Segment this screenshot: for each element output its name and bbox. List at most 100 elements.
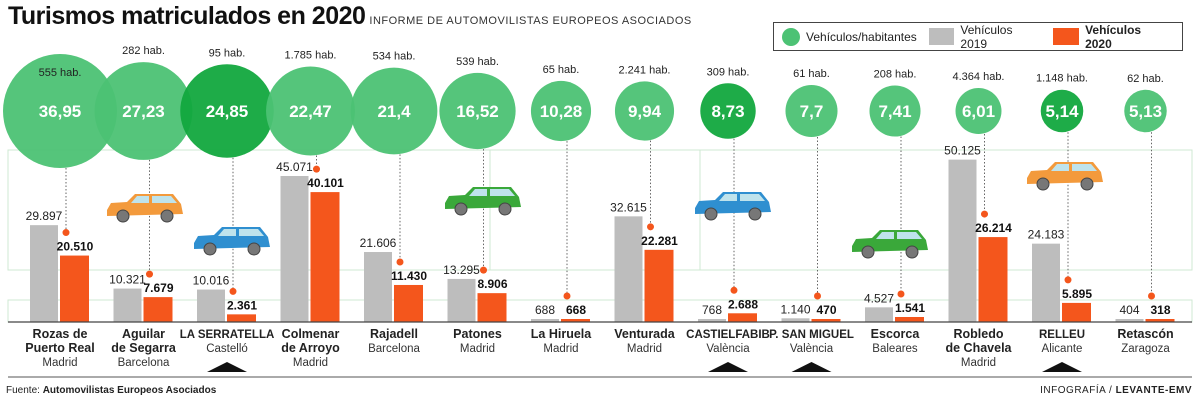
bar-2020 [310, 192, 340, 322]
bubble-value: 21,4 [377, 102, 411, 121]
municipality-name: Patones [453, 327, 502, 341]
municipality-name: Rajadell [370, 327, 418, 341]
population-label: 65 hab. [543, 64, 580, 76]
population-label: 1.148 hab. [1036, 73, 1088, 85]
bar-label-2019: 768 [702, 303, 722, 317]
population-label: 534 hab. [373, 51, 416, 63]
bar-2019 [113, 288, 142, 322]
guide-box [7, 299, 1193, 323]
bar-2019 [280, 176, 309, 322]
bar-2019 [948, 159, 977, 322]
bar-label-2019: 29.897 [26, 209, 63, 223]
hatchback-icon [445, 187, 521, 216]
bar-label-2019: 32.615 [610, 200, 647, 214]
leader-dot [981, 210, 988, 218]
source-text: Automovilistas Europeos Asociados [42, 385, 217, 396]
municipality-name: LA SERRATELLA [180, 329, 275, 341]
leader-dot [229, 287, 237, 295]
source-note: Fuente: Automovilistas Europeos Asociado… [6, 385, 216, 396]
municipality-name: de Chavela [945, 341, 1012, 355]
municipality-name: RELLEU [1039, 329, 1085, 341]
municipality-name: Rozas de [33, 327, 88, 341]
highlight-triangle-icon [708, 362, 748, 372]
bar-label-2020: 2.688 [728, 297, 758, 311]
bar-2019 [30, 225, 58, 322]
car-wheel [116, 209, 130, 223]
bubble-value: 27,23 [122, 102, 165, 121]
bubble [1124, 89, 1167, 133]
bar-label-2020: 20.510 [57, 240, 94, 254]
bar-label-2019: 10.016 [193, 274, 230, 288]
hatchback-icon [852, 230, 928, 259]
bubble [530, 80, 592, 142]
bubble-value: 8,73 [711, 102, 744, 121]
bar-2020 [227, 314, 256, 322]
bar-2020 [811, 319, 841, 322]
bar-2020 [143, 297, 173, 322]
chart-subtitle: INFORME DE AUTOMOVILISTAS EUROPEOS ASOCI… [369, 15, 692, 27]
bubble [614, 81, 675, 141]
leader-dot [563, 292, 571, 300]
bubble-value: 36,95 [39, 102, 82, 121]
bar-label-2019: 24.183 [1028, 228, 1065, 242]
bar-label-2019: 50.125 [944, 144, 981, 158]
bar-label-2019: 45.071 [276, 160, 313, 174]
legend-swatch-bubble [782, 27, 800, 46]
car-window [1051, 164, 1097, 171]
leader-dot [480, 266, 487, 274]
leader-dot [1064, 276, 1072, 284]
source-label: Fuente: [6, 385, 40, 396]
sedan-icon [194, 227, 270, 256]
car-wheel [748, 207, 762, 221]
bar-2020 [1145, 319, 1175, 322]
legend-item-2020: Vehículos 2020 [1053, 23, 1170, 51]
region-name: Madrid [42, 357, 77, 369]
bar-2020 [978, 237, 1008, 322]
bubble-value: 7,7 [800, 102, 824, 121]
population-label: 539 hab. [456, 56, 499, 68]
car-wheel [704, 207, 718, 221]
bar-2019 [197, 289, 225, 322]
leader-dot [814, 292, 821, 300]
bubble-value: 5,14 [1045, 102, 1079, 121]
bubble [1040, 89, 1084, 133]
credit-prefix: INFOGRAFÍA / [1040, 385, 1113, 396]
bubble-value: 9,94 [628, 102, 662, 121]
bar-label-2020: 11.430 [391, 269, 427, 283]
bar-2019 [531, 319, 559, 322]
municipality-name: Puerto Real [25, 341, 94, 355]
leader-dot [146, 270, 153, 278]
bar-label-2019: 404 [1119, 303, 1139, 317]
bubble [266, 66, 355, 156]
bar-2019 [614, 216, 643, 322]
bar-label-2020: 318 [1150, 303, 1170, 317]
bubble [869, 85, 921, 137]
region-name: Castelló [206, 343, 248, 355]
highlight-triangle-icon [791, 362, 832, 372]
bubble-value: 22,47 [289, 102, 332, 121]
legend-item-2019: Vehículos 2019 [928, 22, 1042, 51]
municipality-name: de Arroyo [281, 341, 340, 355]
bubble [955, 88, 1002, 134]
bar-2020 [1062, 302, 1091, 322]
car-wheel [203, 242, 217, 256]
legend-label: Vehículos 2019 [960, 22, 1013, 51]
title-text: Turismos matriculados en 2020 [8, 2, 366, 30]
bubble-value: 6,01 [962, 102, 995, 121]
minivan-icon [1027, 162, 1103, 191]
bar-label-2020: 5.895 [1062, 287, 1092, 301]
bar-label-2020: 7.679 [143, 281, 173, 295]
region-name: Madrid [543, 343, 578, 355]
leader-dot [396, 258, 404, 266]
bar-label-2020: 8.906 [477, 277, 507, 291]
population-label: 1.785 hab. [285, 50, 337, 62]
leader-dot [897, 290, 905, 298]
car-window [719, 194, 765, 201]
sedan-icon [695, 192, 771, 221]
population-label: 61 hab. [793, 68, 830, 80]
legend-swatch-2020 [1053, 28, 1080, 45]
bar-label-2020: 668 [566, 303, 586, 317]
bubble [785, 84, 838, 138]
region-name: Barcelona [368, 343, 420, 355]
bubble-value: 10,28 [540, 102, 583, 121]
